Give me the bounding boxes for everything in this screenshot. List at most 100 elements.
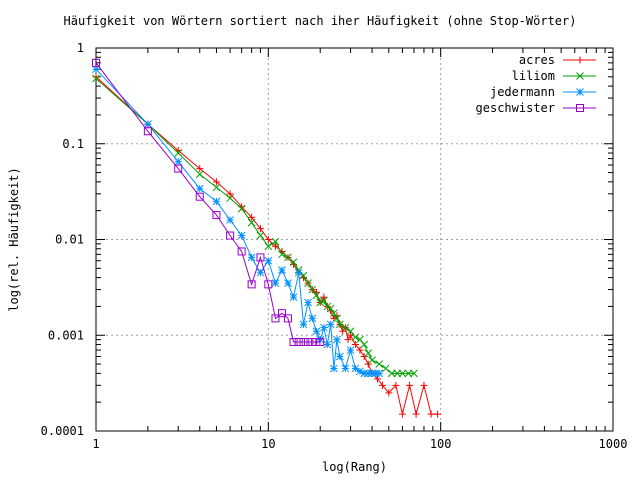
data-point-acres [385, 389, 393, 397]
data-point-jedermann [299, 320, 308, 329]
data-point-liliom [360, 340, 369, 349]
data-point-liliom [299, 271, 308, 280]
data-point-acres [320, 293, 328, 301]
data-point-geschwister [195, 192, 204, 201]
y-tick-label: 0.01 [55, 233, 84, 247]
data-point-liliom [226, 194, 234, 203]
data-point-jedermann [174, 157, 183, 166]
data-point-geschwister [256, 253, 265, 262]
data-point-geschwister [283, 314, 292, 323]
data-point-jedermann [312, 327, 321, 336]
data-point-jedermann [333, 335, 341, 344]
data-point-liliom [271, 237, 280, 246]
data-point-liliom [264, 242, 273, 251]
axis-ticks: 1 10 100 1000 1 0.1 0.01 0.001 0.0001 [41, 41, 628, 451]
data-point-jedermann [356, 367, 364, 376]
data-point-acres [374, 375, 382, 383]
data-point-acres [360, 352, 368, 360]
x-tick-label: 100 [430, 437, 452, 451]
data-point-acres [212, 178, 220, 186]
legend-label: geschwister [476, 101, 555, 115]
data-point-liliom [410, 369, 418, 378]
data-point-jedermann [375, 369, 384, 378]
data-point-acres [379, 381, 387, 389]
data-point-acres [420, 381, 428, 389]
series-liliom [92, 74, 418, 378]
chart-title: Häufigkeit von Wörtern sortiert nach ihe… [63, 14, 577, 28]
data-point-jedermann [92, 65, 100, 74]
data-point-acres [392, 381, 400, 389]
data-point-geschwister [308, 338, 317, 347]
data-point-jedermann [195, 184, 204, 193]
data-point-liliom [330, 309, 338, 318]
y-tick-label: 0.1 [62, 137, 84, 151]
data-point-jedermann [264, 256, 273, 265]
data-point-liliom [92, 74, 100, 83]
data-point-jedermann [351, 364, 360, 373]
data-point-liliom [387, 369, 396, 378]
data-point-jedermann [326, 320, 335, 329]
data-point-liliom [304, 279, 312, 288]
data-point-jedermann [284, 279, 292, 288]
y-axis-label: log(rel. Häufigkeit) [7, 167, 21, 312]
y-tick-label: 1 [77, 41, 84, 55]
data-point-jedermann [346, 346, 355, 354]
data-point-acres [351, 341, 359, 349]
data-point-geschwister [264, 280, 273, 289]
data-point-jedermann [364, 369, 373, 378]
data-point-jedermann [289, 293, 298, 302]
data-point-jedermann [341, 364, 350, 373]
data-point-liliom [351, 333, 360, 342]
data-point-liliom [320, 296, 328, 305]
data-point-acres [427, 410, 435, 418]
data-point-acres [344, 336, 352, 344]
data-point-geschwister [226, 231, 235, 240]
data-point-geschwister [271, 314, 280, 323]
data-point-liliom [284, 253, 292, 262]
data-point-acres [226, 190, 234, 198]
legend-marker [576, 72, 584, 80]
data-point-jedermann [271, 279, 280, 288]
data-point-liliom [368, 356, 376, 364]
data-point-geschwister [92, 58, 100, 67]
data-point-liliom [333, 314, 341, 323]
data-point-liliom [381, 364, 390, 373]
data-point-acres [412, 410, 420, 418]
data-point-acres [406, 381, 414, 389]
legend-entry-acres: acres [519, 53, 596, 67]
data-point-jedermann [320, 323, 328, 332]
data-point-liliom [195, 170, 204, 179]
data-point-jedermann [278, 266, 286, 274]
data-point-liliom [174, 149, 183, 157]
data-point-geschwister [174, 164, 183, 173]
data-point-liliom [278, 250, 286, 259]
data-point-jedermann [335, 352, 344, 361]
x-tick-label: 1000 [599, 437, 628, 451]
data-point-liliom [316, 298, 325, 307]
data-point-liliom [341, 323, 350, 332]
x-tick-label: 1 [92, 437, 99, 451]
data-point-acres [364, 360, 372, 368]
y-tick-label: 0.001 [48, 328, 84, 342]
data-point-liliom [346, 327, 355, 336]
legend-marker [576, 88, 584, 96]
data-point-jedermann [247, 253, 256, 262]
data-point-geschwister [304, 338, 313, 347]
data-point-jedermann [330, 364, 338, 373]
data-point-liliom [335, 320, 344, 329]
data-point-acres [398, 410, 406, 418]
data-point-acres [339, 327, 347, 335]
data-point-jedermann [368, 369, 376, 378]
data-point-jedermann [144, 120, 152, 129]
data-point-geschwister [294, 338, 303, 347]
series-jedermann [92, 65, 384, 378]
legend-marker [576, 104, 584, 112]
data-point-liliom [375, 360, 384, 368]
data-point-liliom [326, 304, 335, 313]
data-point-jedermann [212, 197, 221, 206]
series-group [92, 58, 442, 418]
legend-entry-jedermann: jedermann [490, 85, 596, 99]
data-point-acres [256, 225, 264, 233]
y-tick-label: 0.0001 [41, 424, 84, 438]
